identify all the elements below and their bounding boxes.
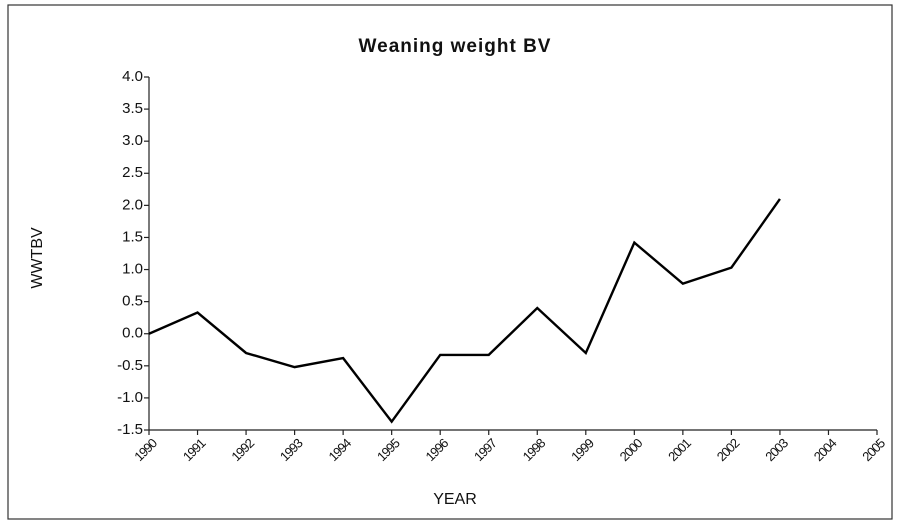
x-tick-label: 1993 [277,435,306,464]
x-tick-label: 2002 [714,435,743,464]
y-tick-label: 4.0 [122,68,143,85]
x-tick-label: 2001 [665,435,694,464]
x-tick-label: 2003 [762,435,791,464]
y-axis-label: WWTBV [29,227,46,289]
y-tick-label: 0.5 [122,293,143,310]
frame [7,4,893,520]
x-tick-label: 1995 [374,435,403,464]
x-tick-label: 1992 [228,435,257,464]
y-tick-label: -1.5 [117,421,143,438]
x-tick-label: 1991 [180,435,209,464]
x-tick-label: 1998 [520,435,549,464]
y-tick-label: 1.5 [122,228,143,245]
x-tick-label: 2000 [617,435,646,464]
y-tick-label: 0.0 [122,325,143,342]
y-tick-label: -0.5 [117,357,143,374]
x-tick-label: 1990 [131,435,160,464]
x-tick-label: 2004 [811,435,840,464]
x-tick-label: 1994 [325,435,354,464]
y-tick-label: 2.0 [122,196,143,213]
chart-title: Weaning weight BV [359,36,552,57]
x-tick-label: 1999 [568,435,597,464]
x-tick-label: 2005 [859,435,888,464]
y-tick-label: 1.0 [122,261,143,278]
y-tick-label: 3.0 [122,132,143,149]
x-axis-label: YEAR [433,491,477,508]
y-tick-label: 2.5 [122,164,143,181]
x-tick-label: 1997 [471,435,500,464]
x-tick-label: 1996 [423,435,452,464]
y-tick-label: -1.0 [117,389,143,406]
data-line [148,198,781,424]
y-tick-label: 3.5 [122,100,143,117]
